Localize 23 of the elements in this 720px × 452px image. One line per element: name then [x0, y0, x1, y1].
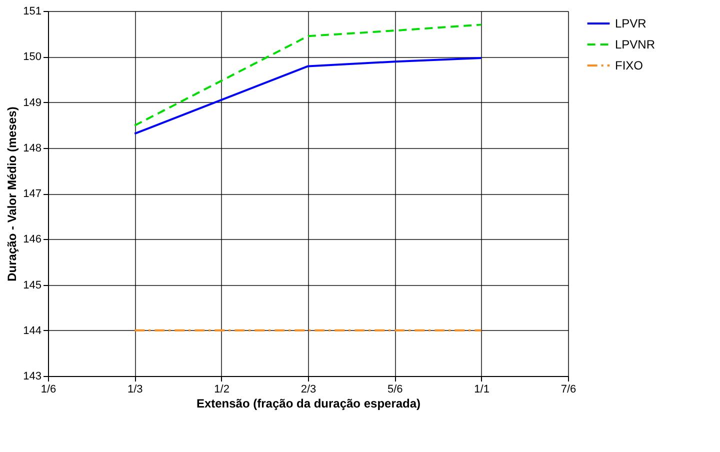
x-tick-label: 5/6 [387, 384, 403, 396]
line-series [134, 24, 482, 127]
y-tick-label: 144 [23, 324, 42, 337]
x-tick-label: 1/1 [474, 384, 490, 396]
line-series [134, 56, 482, 135]
x-axis-title: Extensão (fração da duração esperada) [196, 396, 421, 410]
x-tick-label: 2/3 [300, 384, 316, 396]
x-tick-label: 1/3 [127, 384, 143, 396]
x-tick-label: 1/2 [214, 384, 230, 396]
legend-label: LPVNR [615, 38, 656, 52]
legend-label: FIXO [615, 58, 644, 72]
y-tick-label: 147 [23, 188, 42, 200]
y-tick-label: 149 [23, 96, 42, 109]
y-tick-label: 148 [23, 142, 42, 154]
y-tick-label: 145 [23, 279, 42, 292]
y-tick-label: 151 [23, 6, 42, 18]
legend-label: LPVR [615, 16, 647, 30]
x-tick-label: 7/6 [560, 384, 576, 396]
y-tick-label: 143 [23, 370, 42, 382]
y-tick-label: 146 [23, 234, 42, 246]
y-tick-label: 150 [23, 51, 42, 64]
y-axis-title: Duração - Valor Médio (meses) [5, 106, 20, 282]
x-tick-label: 1/6 [40, 384, 56, 396]
